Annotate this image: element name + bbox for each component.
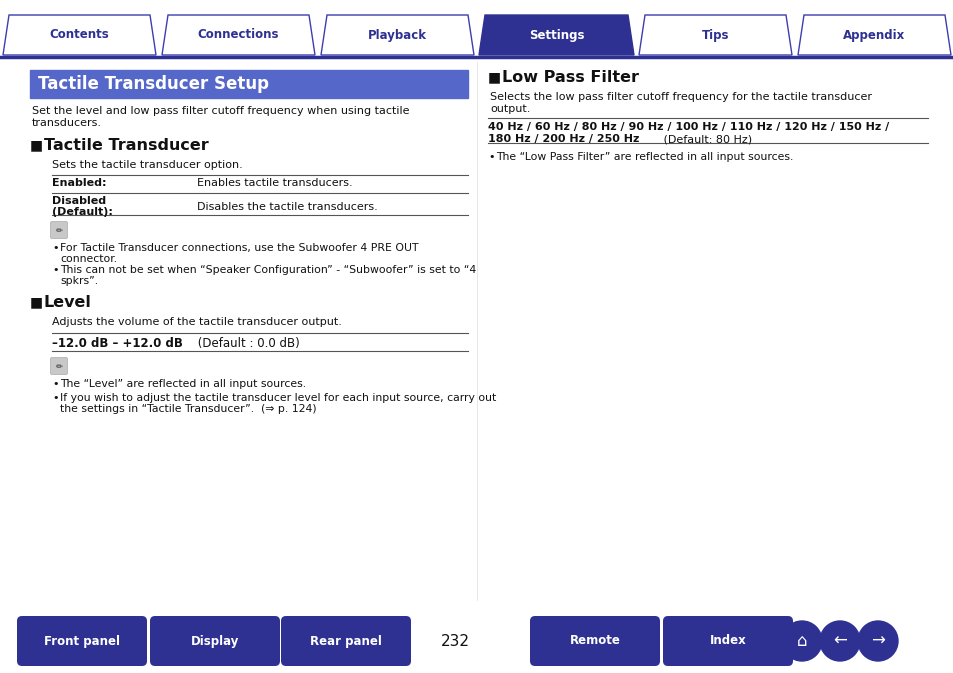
Text: 180 Hz / 200 Hz / 250 Hz: 180 Hz / 200 Hz / 250 Hz <box>488 134 639 144</box>
Text: transducers.: transducers. <box>32 118 102 128</box>
Text: This can not be set when “Speaker Configuration” - “Subwoofer” is set to “4: This can not be set when “Speaker Config… <box>60 265 476 275</box>
Text: Low Pass Filter: Low Pass Filter <box>501 70 639 85</box>
Text: Playback: Playback <box>368 28 427 42</box>
Text: Display: Display <box>191 635 239 647</box>
Text: Enables tactile transducers.: Enables tactile transducers. <box>196 178 353 188</box>
Circle shape <box>820 621 859 661</box>
Text: ■: ■ <box>488 70 500 84</box>
Text: Index: Index <box>709 635 745 647</box>
Text: Rear panel: Rear panel <box>310 635 381 647</box>
Text: ⌂: ⌂ <box>796 632 806 650</box>
Text: Selects the low pass filter cutoff frequency for the tactile transducer: Selects the low pass filter cutoff frequ… <box>490 92 871 102</box>
Text: the settings in “Tactile Transducer”.  (⇒ p. 124): the settings in “Tactile Transducer”. (⇒… <box>60 404 316 414</box>
Text: ✏: ✏ <box>55 361 63 371</box>
Text: 40 Hz / 60 Hz / 80 Hz / 90 Hz / 100 Hz / 110 Hz / 120 Hz / 150 Hz /: 40 Hz / 60 Hz / 80 Hz / 90 Hz / 100 Hz /… <box>488 122 888 132</box>
Text: Remote: Remote <box>569 635 619 647</box>
Polygon shape <box>478 15 634 55</box>
Text: Enabled:: Enabled: <box>52 178 107 188</box>
Text: spkrs”.: spkrs”. <box>60 276 98 286</box>
Text: 232: 232 <box>440 633 469 649</box>
Text: Disabled: Disabled <box>52 196 106 206</box>
Text: Adjusts the volume of the tactile transducer output.: Adjusts the volume of the tactile transd… <box>52 317 341 327</box>
Text: Contents: Contents <box>50 28 110 42</box>
Text: (Default : 0.0 dB): (Default : 0.0 dB) <box>193 337 299 350</box>
Text: ←: ← <box>832 632 846 650</box>
Text: •: • <box>488 152 494 162</box>
Text: •: • <box>52 393 58 403</box>
Text: ■: ■ <box>30 295 43 309</box>
Polygon shape <box>320 15 474 55</box>
Polygon shape <box>797 15 950 55</box>
Circle shape <box>857 621 897 661</box>
Text: Front panel: Front panel <box>44 635 120 647</box>
Text: For Tactile Transducer connections, use the Subwoofer 4 PRE OUT: For Tactile Transducer connections, use … <box>60 243 418 253</box>
Text: Tips: Tips <box>701 28 728 42</box>
Text: →: → <box>870 632 884 650</box>
Text: (Default: 80 Hz): (Default: 80 Hz) <box>659 134 751 144</box>
Text: –12.0 dB – +12.0 dB: –12.0 dB – +12.0 dB <box>52 337 183 350</box>
Text: Level: Level <box>44 295 91 310</box>
Text: Set the level and low pass filter cutoff frequency when using tactile: Set the level and low pass filter cutoff… <box>32 106 409 116</box>
Bar <box>0 610 953 673</box>
Text: Disables the tactile transducers.: Disables the tactile transducers. <box>196 202 377 212</box>
Text: output.: output. <box>490 104 530 114</box>
Text: ■: ■ <box>30 138 43 152</box>
Text: Settings: Settings <box>528 28 583 42</box>
Text: •: • <box>52 265 58 275</box>
FancyBboxPatch shape <box>51 221 68 238</box>
Text: (Default):: (Default): <box>52 207 112 217</box>
Text: Connections: Connections <box>197 28 279 42</box>
FancyBboxPatch shape <box>530 616 659 666</box>
FancyBboxPatch shape <box>17 616 147 666</box>
Text: •: • <box>52 243 58 253</box>
Text: The “Level” are reflected in all input sources.: The “Level” are reflected in all input s… <box>60 379 306 389</box>
Text: ✏: ✏ <box>55 225 63 234</box>
FancyBboxPatch shape <box>281 616 411 666</box>
Text: Sets the tactile transducer option.: Sets the tactile transducer option. <box>52 160 242 170</box>
Polygon shape <box>3 15 156 55</box>
Text: Appendix: Appendix <box>842 28 904 42</box>
FancyBboxPatch shape <box>150 616 280 666</box>
Text: Tactile Transducer: Tactile Transducer <box>44 138 209 153</box>
Text: The “Low Pass Filter” are reflected in all input sources.: The “Low Pass Filter” are reflected in a… <box>496 152 793 162</box>
FancyBboxPatch shape <box>662 616 792 666</box>
FancyBboxPatch shape <box>51 357 68 374</box>
Text: connector.: connector. <box>60 254 117 264</box>
Text: If you wish to adjust the tactile transducer level for each input source, carry : If you wish to adjust the tactile transd… <box>60 393 496 403</box>
Circle shape <box>781 621 821 661</box>
FancyBboxPatch shape <box>30 70 468 98</box>
Polygon shape <box>639 15 791 55</box>
Text: •: • <box>52 379 58 389</box>
Polygon shape <box>162 15 314 55</box>
Text: Tactile Transducer Setup: Tactile Transducer Setup <box>38 75 269 93</box>
